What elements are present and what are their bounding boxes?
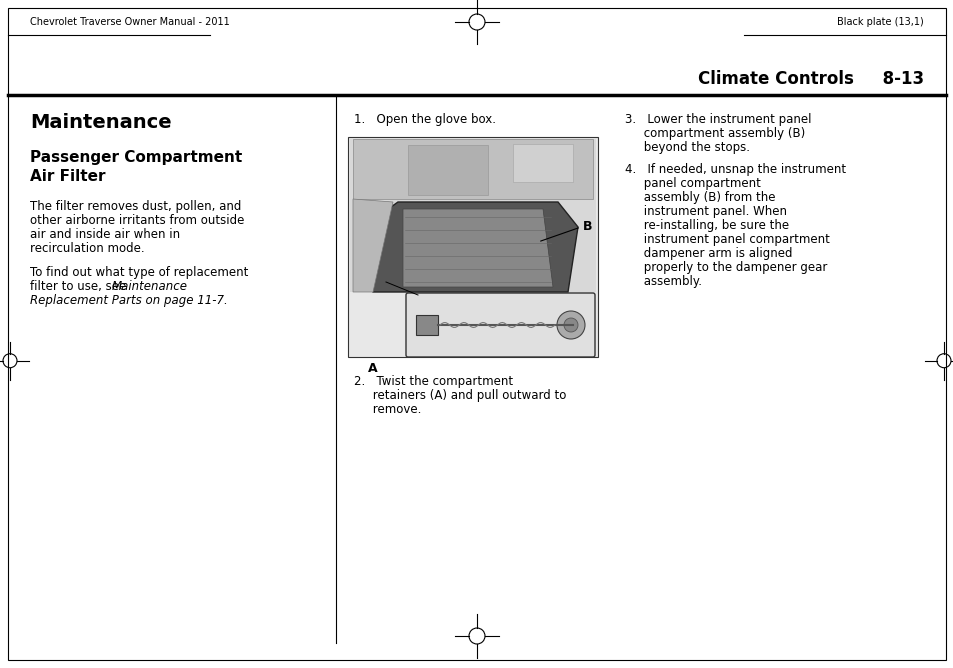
Text: instrument panel compartment: instrument panel compartment [624,233,829,246]
Text: 2.   Twist the compartment: 2. Twist the compartment [354,375,513,388]
Text: recirculation mode.: recirculation mode. [30,242,145,255]
Text: air and inside air when in: air and inside air when in [30,228,180,241]
Text: Black plate (13,1): Black plate (13,1) [837,17,923,27]
Circle shape [557,311,584,339]
Text: Climate Controls     8-13: Climate Controls 8-13 [698,70,923,88]
Text: 1.   Open the glove box.: 1. Open the glove box. [354,113,496,126]
Text: Replacement Parts on page 11-7.: Replacement Parts on page 11-7. [30,294,228,307]
FancyBboxPatch shape [416,315,437,335]
Text: A: A [368,362,377,375]
Text: Maintenance: Maintenance [30,113,172,132]
FancyBboxPatch shape [353,139,593,199]
Polygon shape [363,202,578,292]
Polygon shape [353,199,393,292]
Text: Maintenance: Maintenance [112,280,188,293]
Text: The filter removes dust, pollen, and: The filter removes dust, pollen, and [30,200,241,213]
Text: Air Filter: Air Filter [30,169,106,184]
Text: 4.   If needed, unsnap the instrument: 4. If needed, unsnap the instrument [624,163,845,176]
Text: Passenger Compartment: Passenger Compartment [30,150,242,165]
Polygon shape [402,209,553,287]
Text: instrument panel. When: instrument panel. When [624,205,786,218]
Text: Chevrolet Traverse Owner Manual - 2011: Chevrolet Traverse Owner Manual - 2011 [30,17,230,27]
Bar [348,137,598,357]
Text: compartment assembly (B): compartment assembly (B) [624,127,804,140]
Text: retainers (A) and pull outward to: retainers (A) and pull outward to [354,389,566,402]
Text: assembly.: assembly. [624,275,701,288]
Text: 3.   Lower the instrument panel: 3. Lower the instrument panel [624,113,811,126]
Text: dampener arm is aligned: dampener arm is aligned [624,247,792,260]
FancyBboxPatch shape [408,145,488,195]
Text: panel compartment: panel compartment [624,177,760,190]
Text: assembly (B) from the: assembly (B) from the [624,191,775,204]
FancyBboxPatch shape [406,293,595,357]
Text: remove.: remove. [354,403,421,416]
Text: To find out what type of replacement: To find out what type of replacement [30,266,248,279]
Text: beyond the stops.: beyond the stops. [624,141,749,154]
Text: re-installing, be sure the: re-installing, be sure the [624,219,788,232]
Circle shape [563,318,578,332]
FancyBboxPatch shape [513,144,573,182]
Text: B: B [582,220,592,234]
Text: other airborne irritants from outside: other airborne irritants from outside [30,214,244,227]
Text: filter to use, see: filter to use, see [30,280,130,293]
FancyBboxPatch shape [350,139,596,292]
Text: properly to the dampener gear: properly to the dampener gear [624,261,826,274]
